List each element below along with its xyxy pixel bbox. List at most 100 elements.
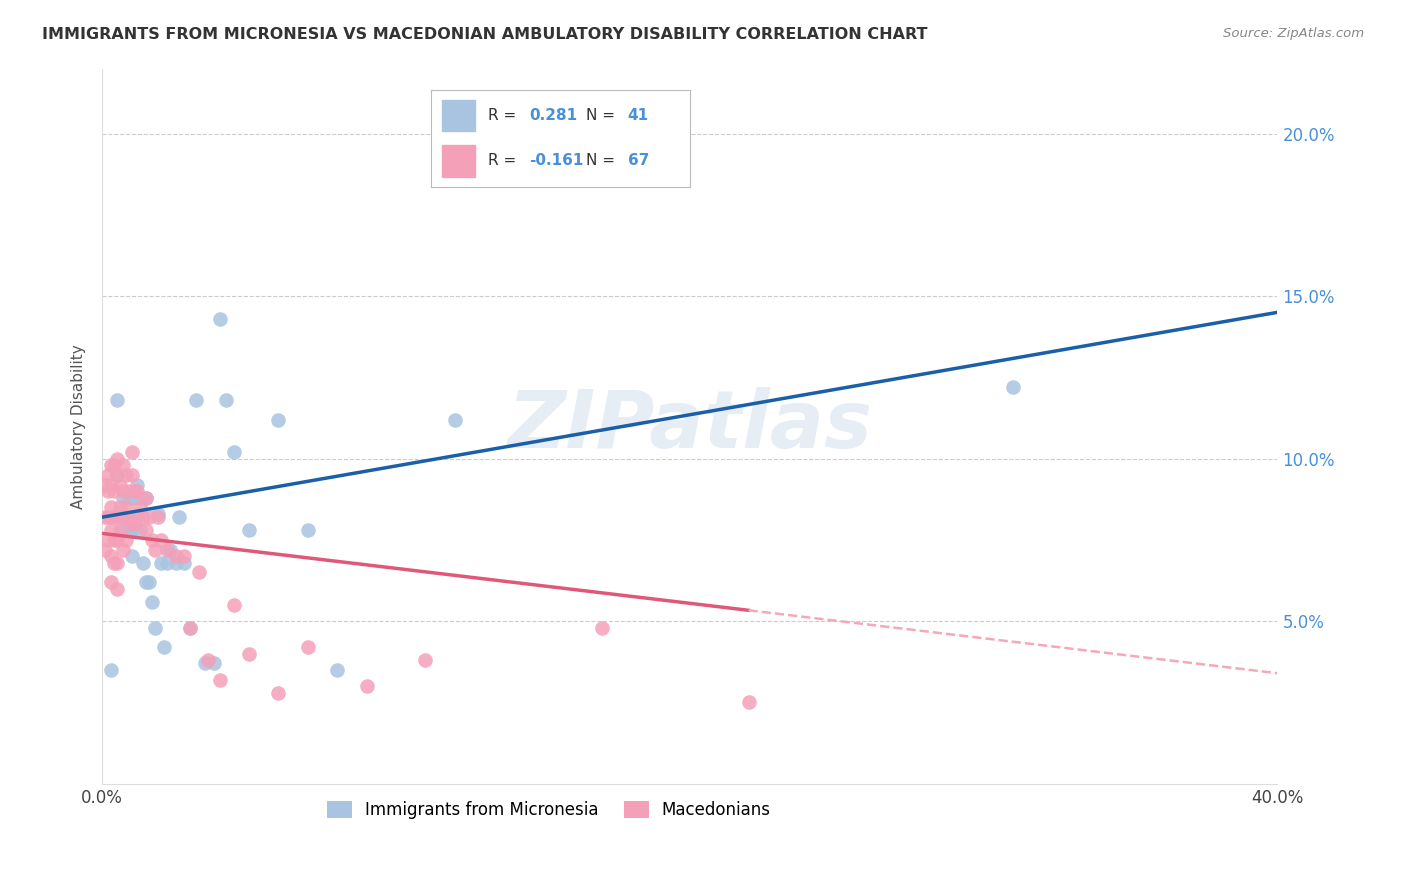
Point (141, 595, 163, 609)
Point (114, 510, 136, 524)
Point (105, 393, 128, 408)
Point (121, 491, 143, 505)
Point (103, 510, 125, 524)
Point (238, 647, 260, 661)
Point (111, 542, 134, 557)
Point (138, 510, 160, 524)
Point (135, 523, 157, 537)
Point (108, 500, 131, 515)
Point (179, 621, 201, 635)
Point (97, 510, 120, 524)
Point (100, 500, 122, 515)
Point (118, 523, 141, 537)
Point (591, 621, 613, 635)
Point (415, 653, 437, 667)
Point (194, 657, 217, 671)
Point (100, 549, 122, 564)
Point (111, 523, 134, 537)
Point (326, 663, 349, 677)
Text: Source: ZipAtlas.com: Source: ZipAtlas.com (1223, 27, 1364, 40)
Point (114, 533, 136, 547)
Point (105, 467, 128, 482)
Point (224, 598, 246, 612)
Point (165, 549, 187, 564)
Point (132, 556, 155, 570)
Point (100, 523, 122, 537)
Point (111, 491, 134, 505)
Point (121, 549, 143, 564)
Legend: Immigrants from Micronesia, Macedonians: Immigrants from Micronesia, Macedonians (321, 794, 778, 825)
Point (129, 500, 152, 515)
Point (267, 412, 290, 426)
Point (105, 582, 128, 596)
Point (146, 510, 169, 524)
Point (105, 556, 128, 570)
Point (100, 477, 122, 491)
Point (202, 657, 225, 671)
Point (197, 653, 219, 667)
Point (188, 566, 211, 580)
Point (149, 556, 172, 570)
Point (103, 533, 125, 547)
Point (118, 491, 141, 505)
Point (103, 458, 125, 472)
Point (111, 484, 134, 499)
Point (186, 393, 208, 408)
Point (138, 575, 160, 590)
Point (179, 621, 201, 635)
Point (297, 523, 319, 537)
Point (100, 575, 122, 590)
Point (159, 542, 181, 557)
Point (141, 533, 163, 547)
Point (127, 510, 149, 524)
Point (1001, 380, 1024, 394)
Point (121, 445, 143, 459)
Point (97, 484, 120, 499)
Point (97, 533, 120, 547)
Point (165, 556, 187, 570)
Point (124, 516, 146, 531)
Point (135, 575, 157, 590)
Point (121, 467, 143, 482)
Point (129, 491, 152, 505)
Point (153, 640, 176, 655)
Point (105, 510, 128, 524)
Point (94, 477, 117, 491)
Point (118, 510, 141, 524)
Point (97, 467, 120, 482)
Point (173, 549, 195, 564)
Point (132, 510, 155, 524)
Point (124, 484, 146, 499)
Point (108, 477, 131, 491)
Point (114, 500, 136, 515)
Point (121, 516, 143, 531)
Point (146, 507, 169, 521)
Point (127, 484, 149, 499)
Point (118, 484, 141, 499)
Point (297, 640, 319, 655)
Point (114, 467, 136, 482)
Point (111, 458, 134, 472)
Point (111, 510, 134, 524)
Point (108, 523, 131, 537)
Point (127, 477, 149, 491)
Point (129, 523, 152, 537)
Point (143, 542, 166, 557)
Text: IMMIGRANTS FROM MICRONESIA VS MACEDONIAN AMBULATORY DISABILITY CORRELATION CHART: IMMIGRANTS FROM MICRONESIA VS MACEDONIAN… (42, 27, 928, 42)
Point (149, 533, 172, 547)
Point (100, 458, 122, 472)
Point (167, 510, 190, 524)
Point (105, 451, 128, 466)
Point (121, 523, 143, 537)
Point (208, 311, 231, 326)
Point (267, 686, 290, 700)
Point (143, 621, 166, 635)
Point (737, 696, 759, 710)
Point (156, 542, 179, 557)
Point (214, 393, 236, 408)
Text: ZIPatlas: ZIPatlas (508, 387, 872, 465)
Point (208, 673, 231, 687)
Point (105, 467, 128, 482)
Y-axis label: Ambulatory Disability: Ambulatory Disability (72, 343, 86, 508)
Point (100, 663, 122, 677)
